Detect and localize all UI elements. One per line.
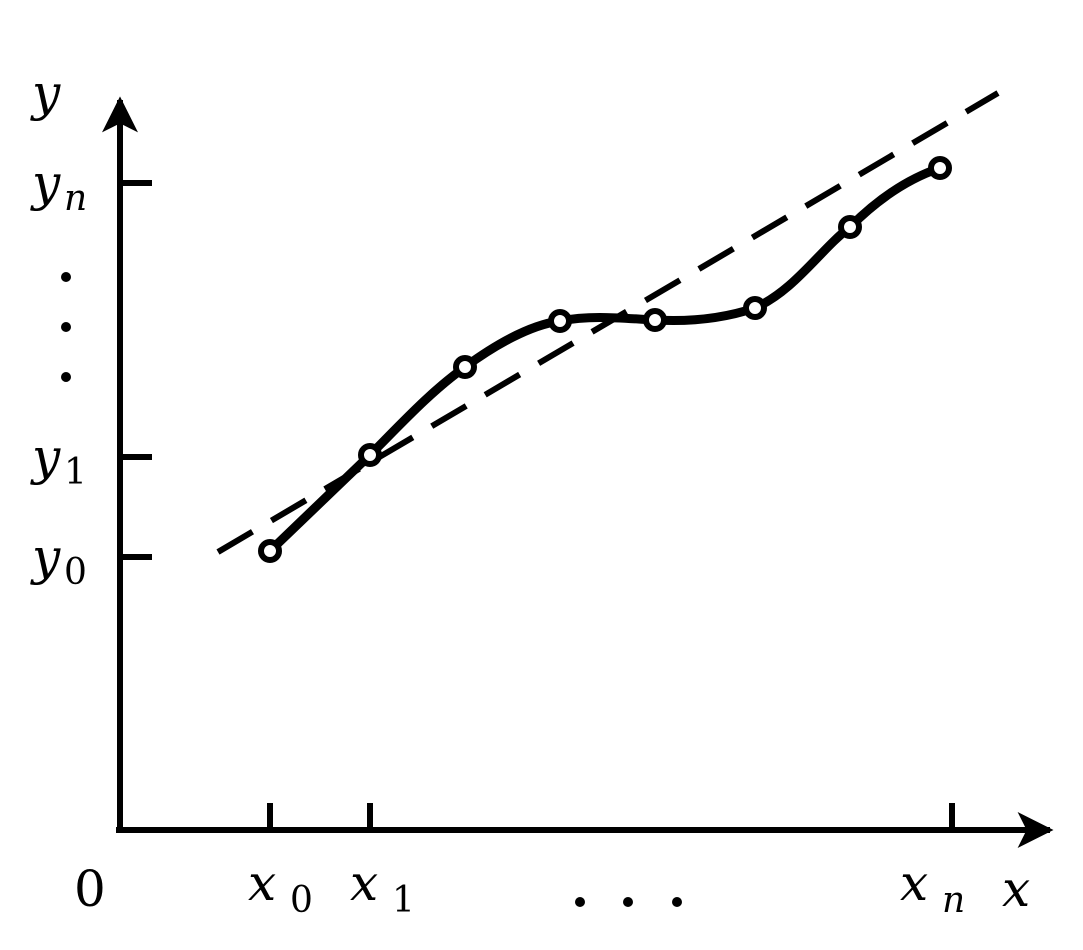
- svg-text:0: 0: [64, 552, 87, 593]
- svg-text:1: 1: [392, 880, 415, 921]
- y-tick-label-yn: y n: [30, 154, 87, 219]
- svg-text:y: y: [30, 528, 61, 586]
- x-tick-label-xn: x n: [900, 854, 965, 921]
- x-tick-label-x1: x 1: [350, 854, 415, 921]
- svg-text:x: x: [248, 854, 276, 912]
- x-tick-label-x0: x 0: [248, 854, 313, 921]
- data-point: [838, 215, 862, 239]
- svg-text:y: y: [30, 154, 61, 212]
- svg-text:y: y: [30, 428, 61, 486]
- svg-text:n: n: [64, 178, 87, 219]
- y-ellipsis: [61, 272, 71, 382]
- svg-text:n: n: [942, 880, 965, 921]
- y-axis-label: y: [30, 64, 61, 122]
- data-point: [453, 355, 477, 379]
- data-point: [358, 443, 382, 467]
- data-point: [548, 309, 572, 333]
- svg-text:x: x: [900, 854, 928, 912]
- data-point: [928, 156, 952, 180]
- y-tick-label-y0: y 0: [30, 528, 87, 593]
- x-ellipsis: [575, 897, 682, 907]
- origin-label: 0: [74, 860, 106, 918]
- svg-text:0: 0: [290, 880, 313, 921]
- data-point: [743, 296, 767, 320]
- y-tick-label-y1: y 1: [30, 428, 87, 493]
- x-axis-label: x: [1002, 860, 1030, 918]
- data-point: [258, 539, 282, 563]
- svg-text:x: x: [350, 854, 378, 912]
- data-point: [643, 308, 667, 332]
- svg-text:1: 1: [64, 452, 87, 493]
